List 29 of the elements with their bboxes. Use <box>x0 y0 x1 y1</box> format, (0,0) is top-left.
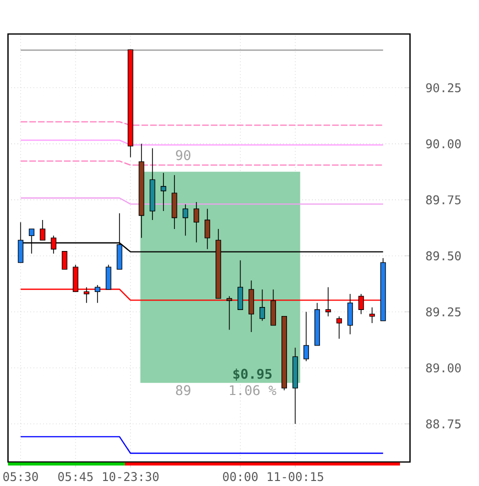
x-tick-label: 05:30 <box>3 472 38 482</box>
candlestick <box>238 260 244 310</box>
candlestick <box>204 208 210 250</box>
x-tick-label: 10-23:30 <box>103 472 159 482</box>
candlestick <box>336 316 342 340</box>
annotation: 90 <box>176 150 190 160</box>
y-tick-label: 89.00 <box>426 363 461 372</box>
y-tick-label: 89.75 <box>426 195 461 204</box>
y-tick-label: 90.00 <box>426 139 461 148</box>
candlestick <box>303 311 309 362</box>
candlestick <box>260 289 266 322</box>
x-tick-label: 00:00 <box>223 472 258 482</box>
candlestick <box>106 264 112 290</box>
y-tick-label: 89.25 <box>426 307 461 316</box>
annotation: 1.06 % <box>230 385 276 396</box>
candlestick <box>62 251 68 270</box>
annotation: 89 <box>176 385 190 396</box>
x-tick-label: 05:45 <box>58 472 93 482</box>
y-tick-label: 89.50 <box>426 251 461 260</box>
y-tick-label: 88.75 <box>426 419 461 428</box>
y-tick-label: 90.25 <box>426 83 461 92</box>
candlestick <box>182 204 188 236</box>
candlestick <box>226 296 232 330</box>
candlestick <box>94 284 100 304</box>
x-tick-label: 11-00:15 <box>268 472 324 482</box>
candlestick <box>194 202 200 243</box>
annotation: $0.95 <box>233 368 272 381</box>
candlestick <box>160 172 166 212</box>
candlestick <box>347 294 353 335</box>
